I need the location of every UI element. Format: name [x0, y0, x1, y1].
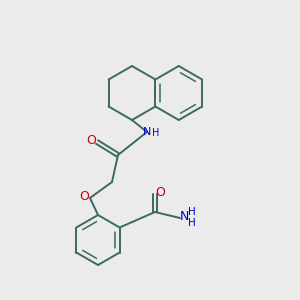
Text: O: O	[155, 185, 165, 199]
Text: O: O	[79, 190, 89, 202]
Text: H: H	[152, 128, 160, 138]
Text: N: N	[143, 127, 151, 137]
Text: O: O	[86, 134, 96, 146]
Text: H: H	[188, 218, 196, 228]
Text: H: H	[188, 207, 196, 217]
Text: N: N	[179, 211, 189, 224]
